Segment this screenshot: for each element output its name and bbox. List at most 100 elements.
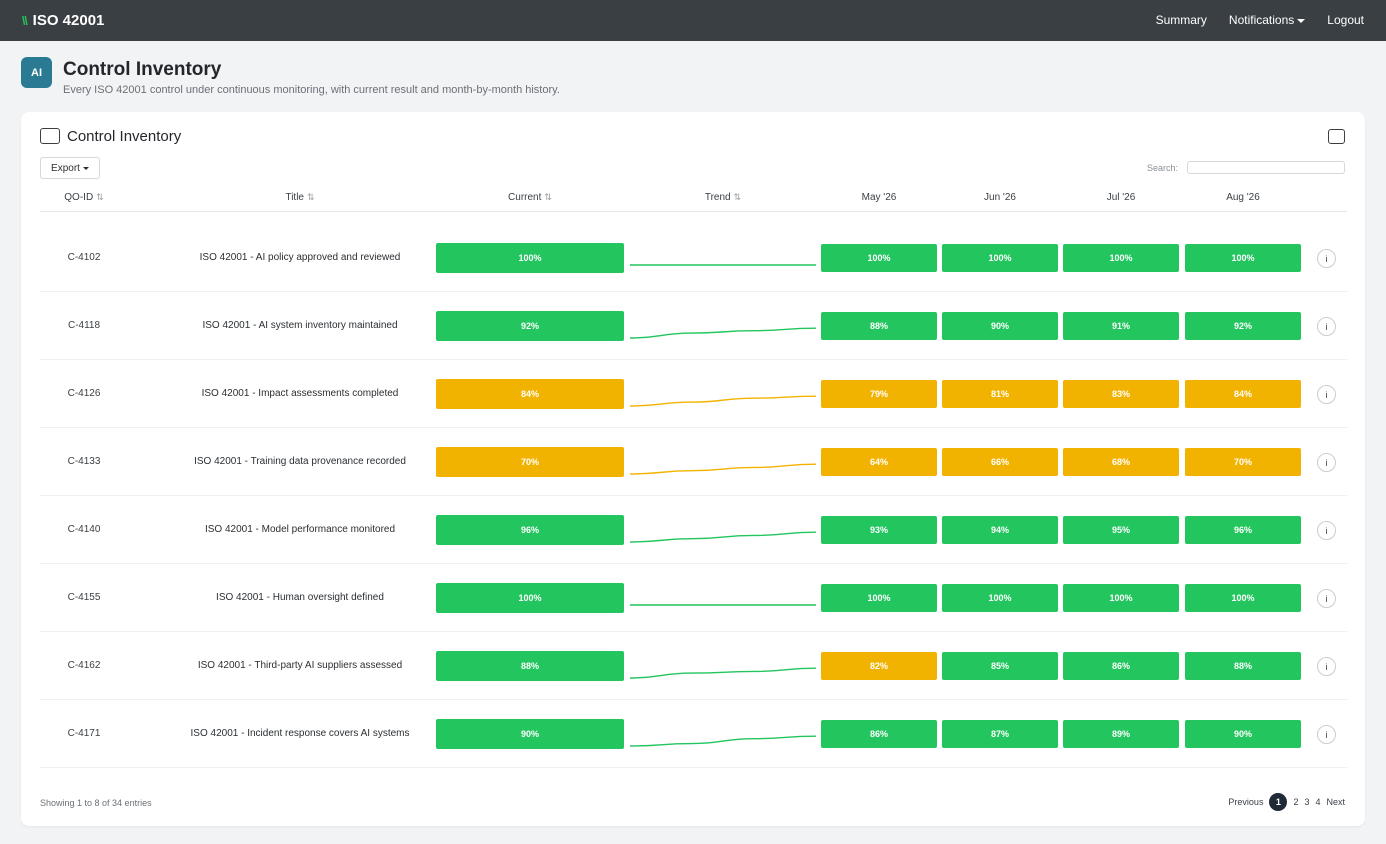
month-result-bar: 93% xyxy=(821,516,937,544)
month-result-bar: 81% xyxy=(942,380,1058,408)
info-icon[interactable]: i xyxy=(1317,249,1336,268)
control-title: ISO 42001 - Model performance monitored xyxy=(204,524,396,535)
month-result-bar: 84% xyxy=(1185,380,1301,408)
control-title: ISO 42001 - AI policy approved and revie… xyxy=(199,252,401,263)
control-id: C-4162 xyxy=(67,660,101,671)
control-inventory-card: Control Inventory Export Search: QO-ID ⇅ … xyxy=(21,112,1365,826)
month-result-bar: 96% xyxy=(1185,516,1301,544)
month-result-bar: 88% xyxy=(821,312,937,340)
month-result-bar: 68% xyxy=(1063,448,1179,476)
column-header-trend-label: Trend xyxy=(704,192,731,203)
current-result-bar: 100% xyxy=(436,243,624,273)
control-title: ISO 42001 - Human oversight defined xyxy=(216,592,384,603)
pagination-page-4[interactable]: 4 xyxy=(1315,797,1321,807)
trend-sparkline xyxy=(629,667,817,679)
page-title: Control Inventory xyxy=(63,59,222,80)
table-row: C-4171 ISO 42001 - Incident response cove… xyxy=(40,700,1347,768)
column-header-current[interactable]: Current ⇅ xyxy=(436,192,624,203)
control-id: C-4140 xyxy=(67,524,101,535)
month-result-bar: 91% xyxy=(1063,312,1179,340)
export-button[interactable]: Export xyxy=(40,157,100,179)
control-id: C-4171 xyxy=(67,728,101,739)
month-result-bar: 95% xyxy=(1063,516,1179,544)
table-header: QO-ID ⇅ Title ⇅ Current ⇅ Trend ⇅ May '26 Ju… xyxy=(40,186,1347,212)
month-result-bar: 66% xyxy=(942,448,1058,476)
month-result-bar: 100% xyxy=(942,584,1058,612)
column-header-current-label: Current xyxy=(508,192,542,203)
month-result-bar: 100% xyxy=(1063,584,1179,612)
column-header-trend[interactable]: Trend ⇅ xyxy=(626,192,820,203)
pagination-page-1[interactable]: 1 xyxy=(1269,793,1288,811)
current-result-bar: 88% xyxy=(436,651,624,681)
select-all-checkbox[interactable] xyxy=(40,128,60,144)
month-result-bar: 94% xyxy=(942,516,1058,544)
month-result-bar: 90% xyxy=(1185,720,1301,748)
sort-icon: ⇅ xyxy=(96,192,104,202)
nav-logout[interactable]: Logout xyxy=(1327,13,1364,27)
table-row: C-4118 ISO 42001 - AI system inventory ma… xyxy=(40,292,1347,360)
brand-name: ISO 42001 xyxy=(32,12,105,29)
pagination-page-2[interactable]: 2 xyxy=(1293,797,1299,807)
control-id: C-4155 xyxy=(67,592,101,603)
month-result-bar: 100% xyxy=(821,584,937,612)
current-result-bar: 96% xyxy=(436,515,624,545)
card-title: Control Inventory xyxy=(67,128,182,145)
trend-line xyxy=(629,735,817,747)
table-row: C-4162 ISO 42001 - Third-party AI supplie… xyxy=(40,632,1347,700)
info-icon[interactable]: i xyxy=(1317,521,1336,540)
current-result-bar: 70% xyxy=(436,447,624,477)
brand-logo-icon: \\ xyxy=(22,13,28,28)
month-result-bar: 90% xyxy=(942,312,1058,340)
expand-icon[interactable] xyxy=(1328,129,1345,144)
column-header-month: Jun '26 xyxy=(984,192,1016,203)
info-icon[interactable]: i xyxy=(1317,725,1336,744)
month-result-bar: 86% xyxy=(1063,652,1179,680)
month-result-bar: 100% xyxy=(821,244,937,272)
search-input[interactable] xyxy=(1187,161,1345,174)
control-id: C-4118 xyxy=(67,320,101,331)
trend-line xyxy=(629,327,817,339)
nav-notifications[interactable]: Notifications xyxy=(1229,13,1306,27)
info-icon[interactable]: i xyxy=(1317,317,1336,336)
trend-sparkline xyxy=(630,604,816,606)
month-result-bar: 100% xyxy=(1063,244,1179,272)
month-result-bar: 92% xyxy=(1185,312,1301,340)
current-result-bar: 100% xyxy=(436,583,624,613)
control-id: C-4126 xyxy=(67,388,101,399)
month-result-bar: 82% xyxy=(821,652,937,680)
info-icon[interactable]: i xyxy=(1317,453,1336,472)
trend-sparkline xyxy=(629,531,817,543)
current-result-bar: 90% xyxy=(436,719,624,749)
brand[interactable]: \\ ISO 42001 xyxy=(22,12,104,29)
trend-sparkline xyxy=(629,735,817,747)
export-label: Export xyxy=(51,162,80,174)
trend-sparkline xyxy=(629,327,817,339)
top-nav: Summary Notifications Logout xyxy=(1156,13,1364,27)
page-subtitle: Every ISO 42001 control under continuous… xyxy=(63,84,560,96)
pagination: Previous 1 2 3 4 Next xyxy=(1228,793,1345,811)
pagination-page-3[interactable]: 3 xyxy=(1304,797,1310,807)
table-row: C-4140 ISO 42001 - Model performance moni… xyxy=(40,496,1347,564)
column-header-month: Jul '26 xyxy=(1106,192,1136,203)
pagination-next[interactable]: Next xyxy=(1326,797,1345,807)
current-result-bar: 92% xyxy=(436,311,624,341)
month-result-bar: 64% xyxy=(821,448,937,476)
column-header-id[interactable]: QO-ID ⇅ xyxy=(40,192,128,203)
info-icon[interactable]: i xyxy=(1317,385,1336,404)
control-title: ISO 42001 - Training data provenance rec… xyxy=(194,456,406,467)
pagination-previous[interactable]: Previous xyxy=(1228,797,1264,807)
month-result-bar: 85% xyxy=(942,652,1058,680)
nav-summary[interactable]: Summary xyxy=(1155,13,1207,27)
trend-line xyxy=(629,395,817,407)
top-navbar: \\ ISO 42001 Summary Notifications Logou… xyxy=(0,0,1386,41)
current-result-bar: 84% xyxy=(436,379,624,409)
chevron-down-icon xyxy=(1297,18,1306,23)
column-header-title[interactable]: Title ⇅ xyxy=(150,192,450,203)
control-title: ISO 42001 - Impact assessments completed xyxy=(201,388,399,399)
month-result-bar: 89% xyxy=(1063,720,1179,748)
page-icon: AI xyxy=(21,57,52,88)
info-icon[interactable]: i xyxy=(1317,589,1336,608)
month-result-bar: 100% xyxy=(1185,584,1301,612)
info-icon[interactable]: i xyxy=(1317,657,1336,676)
table-row: C-4155 ISO 42001 - Human oversight define… xyxy=(40,564,1347,632)
